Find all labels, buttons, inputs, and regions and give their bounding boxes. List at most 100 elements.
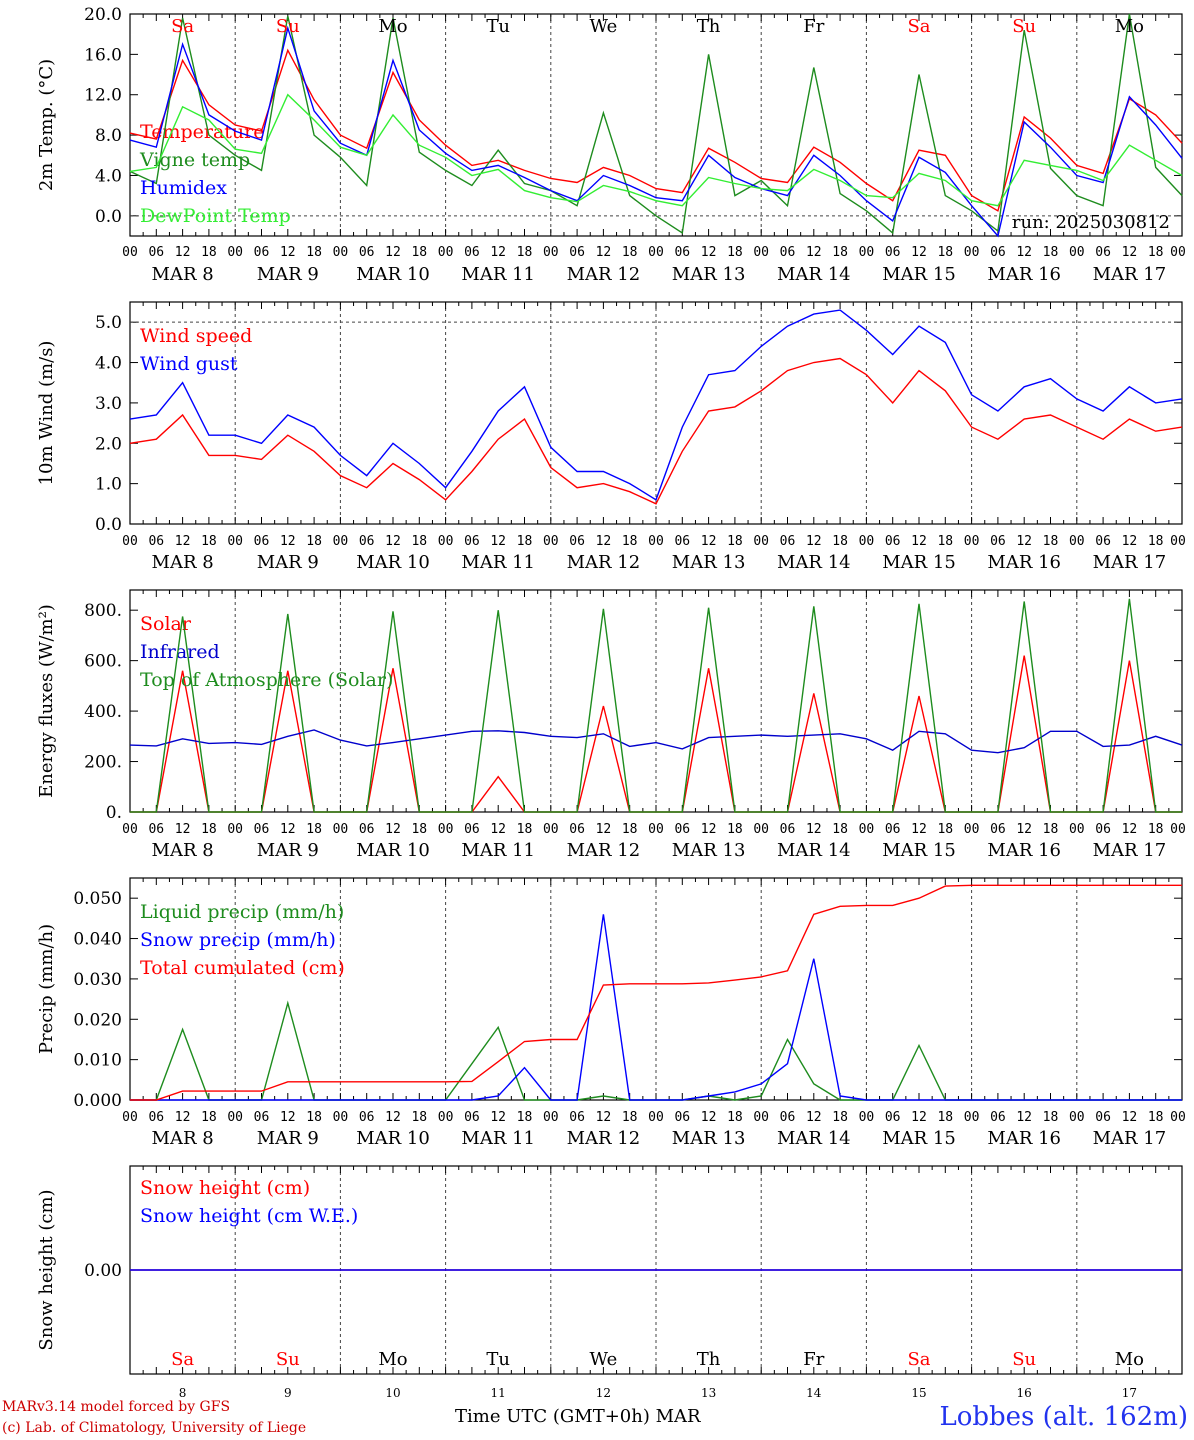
- hour-tick-label: 18: [937, 534, 953, 549]
- legend-entry: Solar: [140, 613, 192, 635]
- day-label: Su: [1012, 1349, 1036, 1370]
- hour-tick-label: 00: [333, 1110, 349, 1125]
- hour-tick-label: 12: [701, 245, 717, 260]
- date-label: MAR 10: [356, 552, 430, 573]
- day-number-label: 12: [596, 1386, 611, 1400]
- hour-tick-label: 18: [1043, 534, 1059, 549]
- hour-tick-label: 00: [333, 534, 349, 549]
- hour-tick-label: 18: [1148, 245, 1164, 260]
- hour-tick-label: 12: [806, 1110, 822, 1125]
- hour-tick-label: 12: [280, 534, 296, 549]
- hour-tick-label: 12: [701, 1110, 717, 1125]
- series-line-snow-precip-mm-h-: [130, 914, 1182, 1101]
- hour-tick-label: 06: [254, 822, 270, 837]
- hour-tick-label: 12: [385, 1110, 401, 1125]
- hour-tick-label: 06: [464, 822, 480, 837]
- hour-tick-label: 00: [1069, 1110, 1085, 1125]
- hour-tick-label: 18: [1043, 822, 1059, 837]
- hour-tick-label: 06: [780, 245, 796, 260]
- date-label: MAR 10: [356, 840, 430, 861]
- y-tick-label: 4.0: [95, 166, 122, 186]
- series-line-total-cumulated-cm-: [130, 884, 1182, 1101]
- hour-tick-label: 00: [753, 534, 769, 549]
- y-tick-label: 0.00: [84, 1261, 122, 1281]
- hour-tick-label: 12: [1122, 245, 1138, 260]
- date-label: MAR 9: [257, 1128, 319, 1149]
- hour-tick-label: 00: [648, 245, 664, 260]
- hour-tick-label: 06: [780, 1110, 796, 1125]
- legend-entry: Total cumulated (cm): [140, 957, 345, 979]
- hour-tick-label: 00: [753, 245, 769, 260]
- y-tick-label: 12.0: [84, 86, 122, 106]
- y-axis-label: 10m Wind (m/s): [36, 341, 57, 486]
- hour-tick-label: 06: [148, 822, 164, 837]
- hour-tick-label: 18: [201, 1110, 217, 1125]
- hour-tick-label: 06: [464, 1110, 480, 1125]
- date-label: MAR 17: [1093, 264, 1167, 285]
- day-number-label: 8: [179, 1386, 187, 1400]
- hour-tick-label: 18: [622, 822, 638, 837]
- hour-tick-label: 12: [490, 245, 506, 260]
- hour-tick-label: 00: [859, 1110, 875, 1125]
- hour-tick-label: 06: [990, 1110, 1006, 1125]
- hour-tick-label: 12: [490, 1110, 506, 1125]
- hour-tick-label: 18: [832, 1110, 848, 1125]
- date-label: MAR 13: [672, 840, 746, 861]
- hour-tick-label: 06: [148, 534, 164, 549]
- hour-tick-label: 06: [1095, 1110, 1111, 1125]
- hour-tick-label: 06: [569, 245, 585, 260]
- hour-tick-label: 18: [832, 534, 848, 549]
- hour-tick-label: 06: [885, 534, 901, 549]
- day-number-label: 16: [1017, 1386, 1032, 1400]
- hour-tick-label: 18: [306, 1110, 322, 1125]
- day-number-label: 14: [806, 1386, 822, 1400]
- hour-tick-label: 06: [674, 534, 690, 549]
- hour-tick-label: 00: [753, 1110, 769, 1125]
- date-label: MAR 12: [567, 1128, 641, 1149]
- y-axis-label: 2m Temp. (°C): [36, 59, 57, 191]
- hour-tick-label: 00: [1170, 822, 1186, 837]
- day-label: Su: [1012, 16, 1036, 37]
- legend-entry: DewPoint Temp: [140, 205, 291, 227]
- date-label: MAR 15: [882, 264, 956, 285]
- hour-tick-label: 12: [911, 534, 927, 549]
- y-tick-label: 200.: [84, 753, 122, 773]
- hour-tick-label: 18: [1148, 822, 1164, 837]
- hour-tick-label: 06: [990, 534, 1006, 549]
- date-label: MAR 9: [257, 840, 319, 861]
- hour-tick-label: 06: [359, 1110, 375, 1125]
- hour-tick-label: 00: [333, 245, 349, 260]
- date-label: MAR 12: [567, 264, 641, 285]
- day-label: Tu: [486, 16, 510, 37]
- hour-tick-label: 06: [254, 1110, 270, 1125]
- hour-tick-label: 12: [596, 245, 612, 260]
- series-line-wind-gust: [129, 309, 1183, 501]
- hour-tick-label: 00: [227, 245, 243, 260]
- hour-tick-label: 18: [622, 245, 638, 260]
- day-number-label: 10: [385, 1386, 400, 1400]
- date-label: MAR 14: [777, 264, 851, 285]
- hour-tick-label: 06: [1095, 534, 1111, 549]
- hour-tick-label: 18: [201, 822, 217, 837]
- legend-entry: Vigne temp: [139, 149, 250, 171]
- date-label: MAR 10: [356, 264, 430, 285]
- hour-tick-label: 18: [1148, 1110, 1164, 1125]
- hour-tick-label: 06: [359, 822, 375, 837]
- hour-tick-label: 18: [727, 1110, 743, 1125]
- y-tick-label: 4.0: [95, 354, 122, 374]
- hour-tick-label: 12: [1016, 534, 1032, 549]
- hour-tick-label: 12: [1016, 822, 1032, 837]
- series-line-dewpoint-temp: [129, 93, 1183, 207]
- day-number-label: 9: [284, 1386, 292, 1400]
- hour-tick-label: 18: [411, 534, 427, 549]
- hour-tick-label: 00: [227, 822, 243, 837]
- hour-tick-label: 06: [359, 534, 375, 549]
- y-tick-label: 0.010: [73, 1051, 122, 1071]
- y-tick-label: 800.: [84, 601, 122, 621]
- date-label: MAR 11: [461, 1128, 535, 1149]
- hour-tick-label: 12: [385, 245, 401, 260]
- hour-tick-label: 00: [122, 822, 138, 837]
- date-label: MAR 16: [987, 552, 1061, 573]
- hour-tick-label: 12: [175, 534, 191, 549]
